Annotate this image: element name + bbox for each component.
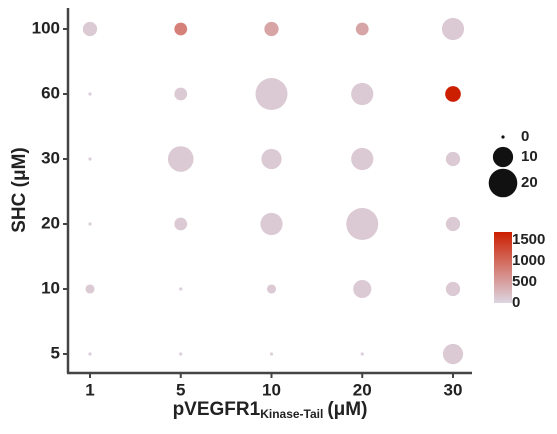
bubble <box>174 87 188 101</box>
y-tick-label: 10 <box>41 278 60 297</box>
size-legend-label: 20 <box>521 174 538 191</box>
y-tick-label: 5 <box>51 343 60 362</box>
bubble <box>167 146 194 172</box>
color-tick-label: 500 <box>512 273 537 290</box>
bubble <box>441 17 465 41</box>
bubble <box>269 352 274 356</box>
bubble <box>88 352 92 356</box>
x-tick-label: 1 <box>85 380 94 399</box>
bubble <box>255 78 288 110</box>
size-legend-key <box>488 168 518 198</box>
x-tick-label: 10 <box>262 380 281 399</box>
y-tick-label: 20 <box>41 213 60 232</box>
size-legend-key <box>492 146 514 168</box>
bubble <box>351 82 374 106</box>
color-tick-label: 1000 <box>512 252 545 269</box>
x-title-suffix: (μM) <box>327 399 367 420</box>
x-tick-label: 5 <box>176 380 185 399</box>
bubble <box>179 287 183 291</box>
x-tick-label: 20 <box>353 380 372 399</box>
bubble <box>445 281 461 297</box>
x-axis-title: pVEGFR1Kinase-Tail (μM) <box>173 399 368 421</box>
size-legend-label: 0 <box>521 128 529 145</box>
bubble <box>88 222 92 226</box>
size-legend-label: 10 <box>521 148 538 165</box>
x-title-main: pVEGFR1 <box>173 399 261 420</box>
bubble <box>445 216 461 232</box>
bubble <box>355 22 369 36</box>
bubble <box>261 148 282 170</box>
color-bar <box>494 232 512 303</box>
bubble <box>88 92 92 96</box>
x-tick-label: 30 <box>444 380 463 399</box>
y-axis-title: SHC (μM) <box>9 147 30 233</box>
bubble <box>174 217 188 231</box>
bubble <box>179 352 183 356</box>
x-title-sub: Kinase-Tail <box>260 407 323 421</box>
y-tick-label: 100 <box>32 18 60 37</box>
bubble <box>264 21 279 37</box>
bubble <box>82 21 98 37</box>
bubble <box>445 86 461 102</box>
color-tick-label: 0 <box>512 294 520 311</box>
bubble <box>445 151 461 167</box>
bubble <box>351 147 374 171</box>
bubble <box>346 208 379 240</box>
color-tick-label: 1500 <box>512 231 545 248</box>
y-tick-label: 60 <box>41 83 60 102</box>
size-legend-key <box>501 135 505 139</box>
y-tick-label: 30 <box>41 148 60 167</box>
bubble <box>360 352 364 356</box>
bubble <box>266 284 277 294</box>
bubble <box>88 157 92 161</box>
bubble <box>85 284 95 294</box>
bubble <box>353 279 372 299</box>
bubble <box>442 343 464 365</box>
bubble <box>174 22 188 36</box>
bubble <box>260 212 283 236</box>
